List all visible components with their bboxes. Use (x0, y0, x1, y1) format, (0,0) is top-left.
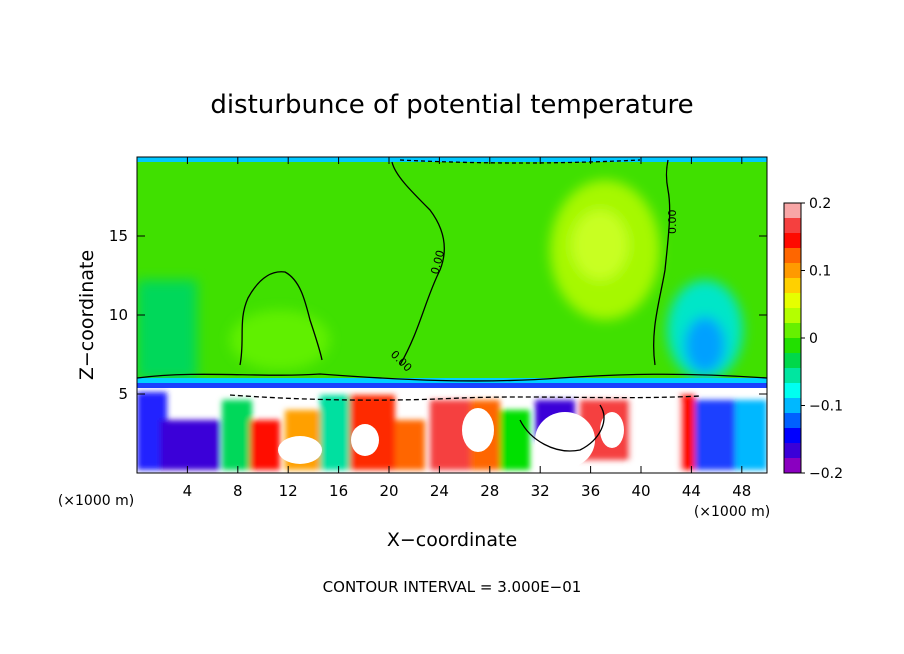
colorbar-swatch (784, 323, 801, 339)
x-tick-label: 48 (732, 482, 751, 500)
x-tick-label: 32 (531, 482, 550, 500)
colorbar: 0.2 0.1 0 −0.1 −0.2 (783, 196, 843, 482)
colorbar-swatch (784, 308, 801, 324)
colorbar-swatch (784, 293, 801, 309)
colorbar-swatch (784, 398, 801, 414)
field-green-light-left (230, 310, 330, 370)
colorbar-swatch (784, 383, 801, 399)
contour-upper-interface (137, 373, 767, 382)
contour-zero-left (239, 271, 323, 366)
x-tick-label: 40 (631, 482, 650, 500)
field-left-band (137, 280, 197, 380)
x-axis-title: X−coordinate (387, 529, 517, 551)
y-axis-title: Z−coordinate (76, 250, 98, 380)
colorbar-swatch (784, 413, 801, 429)
x-tick-label: 20 (379, 482, 398, 500)
x-tick-label: 12 (279, 482, 298, 500)
field-inversion-core (137, 383, 767, 389)
x-tick-label: 44 (682, 482, 701, 500)
x-tick-label: 24 (430, 482, 449, 500)
colorbar-swatch (784, 353, 801, 369)
colorbar-swatch (784, 248, 801, 264)
y-tick-label: 10 (109, 306, 128, 324)
colorbar-swatch (784, 203, 801, 219)
colorbar-swatch (784, 278, 801, 294)
x-tick-label: 16 (329, 482, 348, 500)
x-unit-left: (×1000 m) (58, 493, 134, 509)
contour-label-2: 0.00 (666, 210, 679, 235)
field-blue-patch (685, 317, 725, 373)
contour-dashed-bl (229, 394, 701, 401)
contour-interval-note: CONTOUR INTERVAL = 3.000E−01 (323, 578, 582, 596)
colorbar-swatch (784, 428, 801, 444)
chart-title: disturbunce of potential temperature (210, 90, 693, 120)
colorbar-swatch (784, 233, 801, 249)
colorbar-swatch (784, 458, 801, 474)
contour-zero-center (391, 161, 445, 366)
colorbar-swatch (784, 263, 801, 279)
field-yellowish-core (572, 210, 628, 280)
colorbar-label: 0 (809, 331, 818, 347)
contour-zero-right (652, 159, 671, 366)
y-tick-label: 5 (118, 385, 128, 403)
colorbar-swatch (784, 338, 801, 354)
colorbar-label: −0.1 (809, 399, 843, 415)
colorbar-label: 0.2 (809, 196, 831, 212)
y-tick-label: 15 (109, 227, 128, 245)
colorbar-label: −0.2 (809, 466, 843, 482)
colorbar-label: 0.1 (809, 264, 831, 280)
x-axis: 4 8 12 16 20 24 28 32 36 40 44 48 (183, 157, 751, 500)
contour-bl-ring (519, 404, 605, 452)
contour-dashed-top (399, 159, 641, 164)
x-tick-label: 28 (480, 482, 499, 500)
contour-label-1: 0.00 (428, 249, 447, 276)
x-tick-label: 36 (581, 482, 600, 500)
x-tick-label: 8 (233, 482, 243, 500)
field-top-band (137, 157, 767, 162)
y-axis: 5 10 15 (109, 227, 767, 403)
x-unit-right: (×1000 m) (694, 504, 770, 520)
colorbar-swatch (784, 218, 801, 234)
colorbar-swatch (784, 368, 801, 384)
plot-area: 0.00 0.00 0.00 (137, 157, 767, 473)
x-tick-label: 4 (183, 482, 193, 500)
colorbar-swatch (784, 443, 801, 459)
